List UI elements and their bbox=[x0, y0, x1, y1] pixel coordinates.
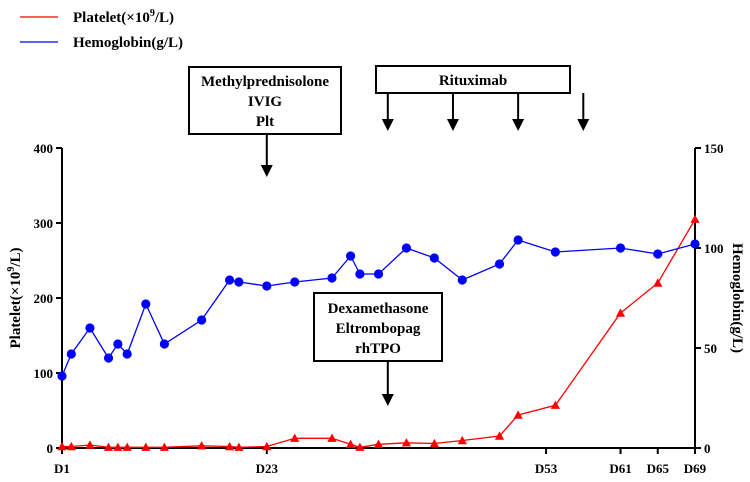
annotation-line: Eltrombopag bbox=[336, 321, 421, 337]
annotation-methylprednisolone: Methylprednisolone IVIG Plt bbox=[188, 66, 342, 177]
data-point-hemoglobin bbox=[327, 273, 337, 283]
data-point-platelet bbox=[494, 431, 505, 440]
left-axis-title: Platelet(×109/L) bbox=[6, 247, 24, 348]
data-point-platelet bbox=[429, 438, 439, 448]
right-tick-label: 50 bbox=[704, 341, 717, 356]
data-point-platelet bbox=[141, 442, 151, 451]
annotation-line: rhTPO bbox=[355, 341, 401, 357]
annotation-line: Methylprednisolone bbox=[201, 74, 329, 90]
data-point-platelet bbox=[355, 442, 365, 451]
data-point-platelet bbox=[57, 441, 67, 451]
rituximab-arrow-head bbox=[446, 119, 459, 131]
data-point-hemoglobin bbox=[550, 247, 560, 257]
right-tick-label: 150 bbox=[704, 141, 724, 156]
x-tick-label: D1 bbox=[54, 461, 70, 476]
legend-label-hemoglobin: Hemoglobin(g/L) bbox=[73, 35, 183, 51]
data-point-platelet bbox=[122, 442, 132, 451]
data-point-hemoglobin bbox=[224, 275, 235, 285]
data-point-platelet bbox=[290, 433, 300, 442]
legend-label-platelet: Platelet(×109/L) bbox=[73, 8, 174, 26]
data-point-hemoglobin bbox=[113, 339, 123, 349]
annotation-line: Rituximab bbox=[439, 73, 507, 89]
left-tick-label: 0 bbox=[47, 441, 54, 456]
data-point-hemoglobin bbox=[429, 253, 439, 263]
annotation-box-dexamethasone bbox=[313, 292, 443, 362]
data-point-hemoglobin bbox=[141, 299, 151, 309]
data-point-hemoglobin bbox=[234, 277, 244, 287]
data-point-platelet bbox=[401, 438, 411, 447]
data-point-platelet bbox=[327, 433, 337, 442]
left-y-ticks: 0 100 200 300 400 bbox=[34, 141, 62, 456]
data-point-hemoglobin bbox=[262, 281, 272, 291]
left-tick-label: 400 bbox=[34, 141, 54, 156]
methyl-arrow-head bbox=[260, 165, 273, 177]
data-point-hemoglobin bbox=[66, 349, 76, 359]
data-point-hemoglobin bbox=[85, 323, 95, 333]
rituximab-arrow-head bbox=[577, 119, 590, 131]
data-point-hemoglobin bbox=[159, 339, 169, 349]
annotation-line: Plt bbox=[256, 114, 274, 130]
data-point-hemoglobin bbox=[494, 259, 505, 269]
legend: Platelet(×109/L) Hemoglobin(g/L) bbox=[20, 8, 183, 51]
data-point-platelet bbox=[85, 440, 95, 449]
data-point-platelet bbox=[513, 410, 523, 419]
x-tick-label: D65 bbox=[647, 461, 670, 476]
data-point-hemoglobin bbox=[355, 269, 365, 279]
series-markers bbox=[57, 214, 700, 451]
right-y-ticks: 0 50 100 150 bbox=[695, 141, 724, 456]
right-tick-label: 0 bbox=[704, 441, 711, 456]
data-point-hemoglobin bbox=[373, 269, 384, 279]
data-point-hemoglobin bbox=[345, 251, 356, 261]
data-point-platelet bbox=[690, 214, 700, 223]
data-point-hemoglobin bbox=[122, 349, 132, 359]
left-tick-label: 200 bbox=[34, 291, 54, 306]
x-tick-label: D69 bbox=[684, 461, 707, 476]
data-point-platelet bbox=[346, 439, 356, 448]
data-point-hemoglobin bbox=[690, 239, 700, 249]
annotation-line: Dexamethasone bbox=[328, 301, 429, 317]
dexa-arrow-head bbox=[381, 394, 394, 406]
right-tick-label: 100 bbox=[704, 241, 724, 256]
annotation-dexamethasone: Dexamethasone Eltrombopag rhTPO bbox=[313, 292, 443, 406]
data-point-platelet bbox=[615, 308, 626, 317]
data-point-platelet bbox=[234, 442, 244, 451]
annotation-box-rituximab bbox=[375, 65, 571, 94]
data-point-hemoglobin bbox=[457, 275, 467, 285]
data-point-platelet bbox=[103, 442, 114, 451]
data-point-platelet bbox=[550, 400, 560, 409]
right-axis-title: Hemoglobin(g/L) bbox=[729, 243, 745, 353]
annotation-box-methylprednisolone bbox=[188, 66, 342, 135]
data-point-hemoglobin bbox=[615, 243, 626, 253]
data-point-hemoglobin bbox=[57, 371, 67, 381]
x-tick-label: D23 bbox=[256, 461, 279, 476]
x-ticks: D1 D23 D53 D61 D65 D69 bbox=[54, 448, 707, 476]
left-tick-label: 100 bbox=[34, 366, 54, 381]
annotation-line: IVIG bbox=[248, 94, 283, 110]
data-point-platelet bbox=[113, 442, 123, 451]
data-point-platelet bbox=[197, 441, 207, 450]
data-point-hemoglobin bbox=[290, 277, 300, 287]
x-tick-label: D53 bbox=[535, 461, 558, 476]
data-point-platelet bbox=[225, 441, 235, 451]
rituximab-arrow-head bbox=[381, 119, 394, 131]
data-point-hemoglobin bbox=[197, 315, 207, 325]
data-point-platelet bbox=[653, 278, 663, 287]
rituximab-arrow-head bbox=[512, 119, 525, 131]
left-tick-label: 300 bbox=[34, 216, 54, 231]
data-point-platelet bbox=[66, 441, 76, 451]
data-point-platelet bbox=[262, 441, 272, 451]
annotation-rituximab: Rituximab bbox=[375, 65, 590, 131]
data-point-hemoglobin bbox=[401, 243, 412, 253]
data-point-platelet bbox=[373, 439, 384, 448]
data-point-platelet bbox=[159, 442, 169, 451]
data-point-hemoglobin bbox=[513, 235, 523, 245]
data-point-hemoglobin bbox=[653, 249, 663, 259]
x-tick-label: D61 bbox=[609, 461, 631, 476]
data-point-platelet bbox=[457, 435, 467, 445]
data-point-hemoglobin bbox=[103, 353, 114, 363]
